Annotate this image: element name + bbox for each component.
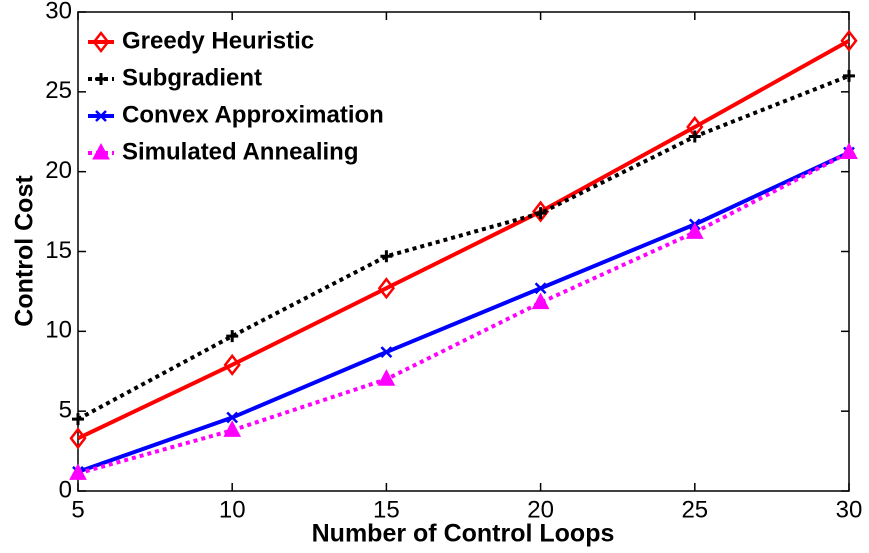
y-tick-label: 0 [59, 476, 72, 503]
x-tick-label: 15 [373, 496, 400, 523]
marker [380, 250, 393, 263]
marker [95, 110, 107, 122]
series-line [77, 150, 850, 474]
y-tick-label: 5 [59, 397, 72, 424]
y-tick-label: 15 [45, 237, 72, 264]
marker [380, 346, 393, 358]
y-tick-label: 20 [45, 157, 72, 184]
legend-label: Simulated Annealing [122, 138, 358, 165]
marker [840, 142, 858, 160]
marker [226, 411, 239, 424]
marker [685, 222, 704, 239]
marker [843, 69, 855, 82]
y-tick-label: 30 [45, 0, 72, 24]
legend-label: Subgradient [122, 64, 262, 91]
marker [377, 277, 395, 300]
x-tick-label: 30 [836, 496, 863, 523]
marker [92, 30, 110, 54]
marker [223, 353, 241, 376]
series-line [77, 150, 850, 476]
x-tick-label: 20 [527, 496, 554, 523]
marker [688, 130, 701, 143]
x-axis-label: Number of Control Loops [312, 520, 615, 548]
marker [72, 413, 84, 426]
marker [226, 330, 239, 343]
legend-label: Greedy Heuristic [122, 27, 314, 54]
marker [223, 420, 242, 437]
legend-label: Convex Approximation [122, 101, 384, 128]
series-line [77, 74, 850, 421]
series-line [77, 38, 850, 441]
marker [532, 200, 550, 223]
marker [377, 369, 396, 386]
marker [534, 282, 547, 295]
marker [69, 427, 87, 450]
x-tick-label: 25 [681, 496, 708, 523]
x-tick-label: 5 [71, 496, 84, 523]
marker [534, 207, 547, 220]
marker [69, 463, 87, 480]
y-axis-label: Control Cost [11, 175, 39, 327]
y-tick-label: 10 [45, 317, 72, 344]
marker [95, 73, 107, 85]
x-tick-label: 10 [219, 496, 246, 523]
y-tick-label: 25 [45, 77, 72, 104]
marker [92, 142, 110, 160]
marker [840, 29, 858, 52]
marker [531, 292, 550, 310]
